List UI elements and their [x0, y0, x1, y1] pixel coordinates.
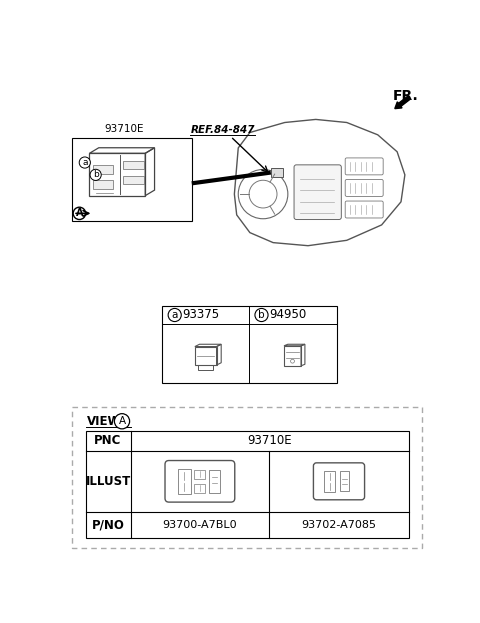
Bar [93, 180, 113, 189]
Text: b: b [93, 170, 98, 179]
Text: 93710E: 93710E [104, 124, 144, 134]
Bar [194, 483, 205, 493]
Text: FR.: FR. [392, 88, 418, 103]
Bar [194, 470, 205, 479]
Bar [72, 407, 422, 548]
Text: a: a [171, 310, 178, 320]
Text: 93710E: 93710E [247, 434, 292, 447]
Bar [162, 306, 336, 383]
FancyArrow shape [395, 97, 410, 108]
Bar [324, 470, 335, 492]
Bar [123, 161, 144, 169]
Text: REF.84-847: REF.84-847 [191, 125, 255, 135]
Bar [85, 430, 409, 538]
Bar [271, 168, 283, 177]
FancyBboxPatch shape [294, 165, 341, 219]
Text: a: a [82, 158, 87, 167]
Text: b: b [258, 310, 265, 320]
Text: A: A [119, 416, 126, 426]
Bar [123, 176, 144, 184]
Text: P/NO: P/NO [92, 519, 124, 531]
Bar [209, 470, 220, 493]
Bar [72, 138, 192, 221]
Text: A: A [76, 208, 83, 218]
FancyBboxPatch shape [313, 463, 365, 500]
Text: 93700-A7BL0: 93700-A7BL0 [163, 520, 237, 530]
Text: VIEW: VIEW [87, 415, 121, 428]
Bar [340, 472, 349, 492]
Text: 93375: 93375 [182, 308, 220, 321]
Text: PNC: PNC [95, 434, 122, 447]
Text: 94950: 94950 [269, 308, 306, 321]
Bar [178, 469, 191, 493]
Text: 93702-A7085: 93702-A7085 [301, 520, 376, 530]
PathPatch shape [234, 120, 405, 245]
Bar [93, 165, 113, 174]
Text: ILLUST: ILLUST [85, 475, 131, 488]
FancyBboxPatch shape [165, 460, 235, 502]
